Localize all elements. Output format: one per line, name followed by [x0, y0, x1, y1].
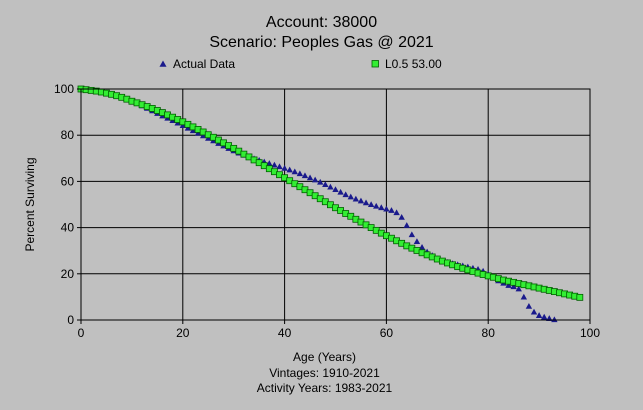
point-actual: [413, 238, 421, 245]
x-tick-label: 20: [176, 326, 190, 340]
point-actual: [505, 282, 512, 288]
point-actual: [378, 204, 385, 211]
point-actual: [342, 191, 349, 198]
point-actual: [418, 244, 426, 250]
point-actual: [510, 283, 517, 290]
y-tick-label: 60: [61, 174, 75, 188]
point-actual: [327, 183, 334, 190]
point-actual: [296, 170, 304, 177]
point-actual: [515, 285, 522, 292]
y-tick-label: 0: [67, 313, 74, 327]
point-actual: [332, 186, 339, 193]
point-actual: [383, 205, 390, 212]
plot-area-frame: [80, 88, 591, 321]
y-axis-label: Percent Surviving: [23, 157, 37, 251]
point-actual: [337, 188, 344, 195]
point-actual: [551, 316, 558, 323]
point-actual: [357, 197, 365, 204]
point-actual: [362, 199, 370, 206]
legend: Actual Data L0.5 53.00: [159, 57, 442, 71]
point-actual: [535, 312, 543, 318]
chart-title: Account: 38000: [265, 14, 378, 31]
point-actual: [352, 195, 360, 202]
footnote-activity-years: Activity Years: 1983-2021: [256, 381, 393, 395]
point-actual: [271, 161, 278, 168]
point-actual: [291, 168, 298, 175]
chart-subtitle: Scenario: Peoples Gas @ 2021: [209, 34, 434, 51]
point-actual: [317, 178, 324, 185]
x-tick-label: 0: [78, 326, 85, 340]
point-actual: [373, 202, 380, 209]
point-actual: [408, 231, 416, 238]
series-fitted-curve: [77, 85, 584, 301]
legend-marker-actual: [159, 60, 167, 67]
legend-label-actual: Actual Data: [173, 57, 235, 71]
point-fitted: [576, 293, 584, 301]
point-actual: [266, 160, 273, 166]
point-actual: [347, 193, 354, 200]
point-actual: [286, 166, 293, 173]
x-axis-label: Age (Years): [293, 350, 356, 364]
point-actual: [530, 308, 538, 315]
point-actual: [398, 214, 405, 220]
y-tick-label: 100: [54, 82, 74, 96]
point-actual: [525, 302, 533, 309]
point-actual: [281, 165, 288, 171]
x-tick-label: 60: [380, 326, 394, 340]
x-axis-ticks: 0 20 40 60 80 100: [78, 320, 600, 340]
x-tick-label: 100: [580, 326, 600, 340]
point-actual: [520, 293, 528, 300]
y-tick-label: 20: [61, 267, 75, 281]
point-actual: [306, 174, 314, 181]
legend-marker-fitted: [371, 60, 379, 68]
point-actual: [393, 209, 400, 216]
point-actual: [403, 222, 410, 228]
point-actual: [322, 181, 329, 187]
point-actual: [388, 207, 395, 213]
point-actual: [301, 172, 309, 179]
series-actual-data: [77, 85, 558, 323]
x-tick-label: 80: [482, 326, 496, 340]
y-tick-label: 40: [61, 221, 75, 235]
point-actual: [311, 176, 319, 183]
y-tick-label: 80: [61, 128, 75, 142]
point-actual: [367, 201, 375, 208]
y-axis-ticks: 0 20 40 60 80 100: [54, 82, 81, 327]
x-tick-label: 40: [278, 326, 292, 340]
footnote-vintages: Vintages: 1910-2021: [269, 366, 380, 380]
point-actual: [540, 313, 548, 320]
point-actual: [276, 163, 283, 170]
legend-label-fitted: L0.5 53.00: [385, 57, 442, 71]
